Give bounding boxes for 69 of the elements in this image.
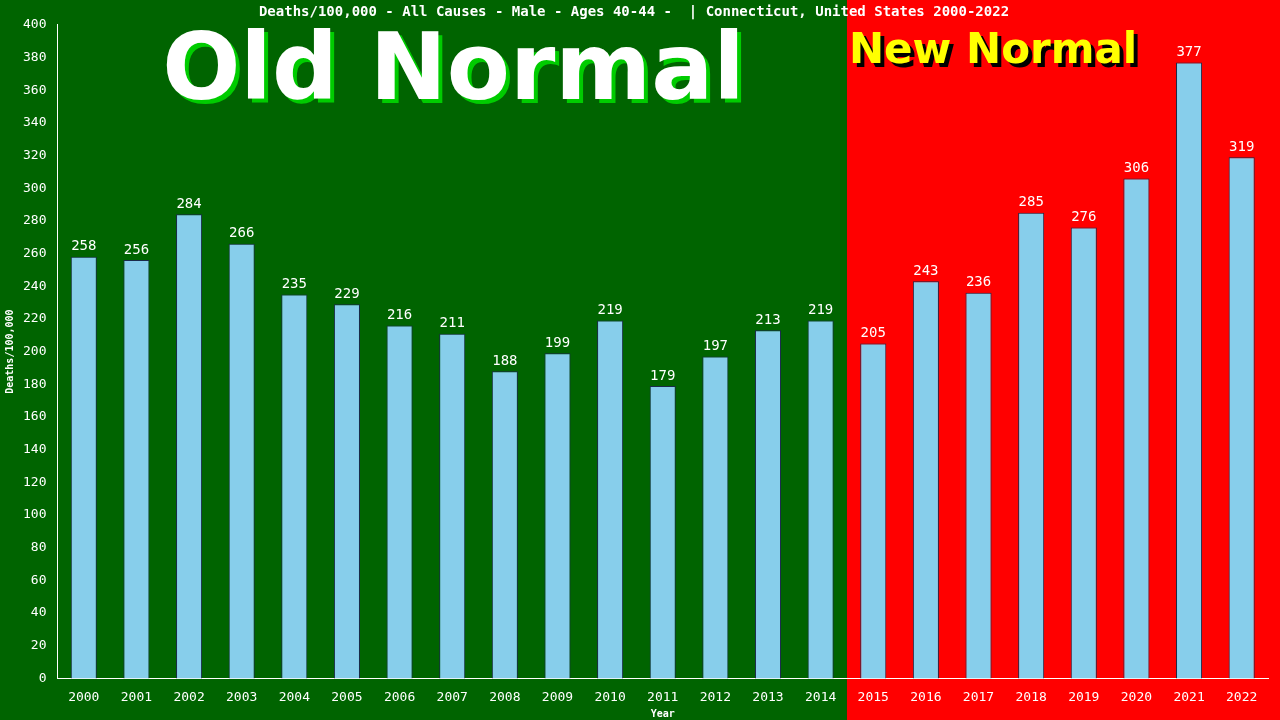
y-tick-label: 80 [30, 539, 47, 555]
data-label: 199 [544, 333, 571, 350]
y-tick-label: 0 [38, 669, 47, 685]
y-tick-label: 160 [23, 408, 47, 424]
x-tick-label: 2006 [383, 688, 416, 704]
x-tick-label: 2014 [804, 688, 837, 704]
x-tick-label: 2018 [1015, 688, 1047, 704]
data-label: 377 [1176, 43, 1202, 60]
y-tick-label: 300 [23, 179, 47, 195]
data-label: 236 [965, 273, 992, 290]
x-tick-label: 2005 [331, 688, 363, 704]
data-label: 205 [860, 324, 886, 341]
data-label: 243 [913, 261, 939, 278]
data-label: 219 [807, 301, 834, 318]
y-tick-label: 180 [23, 375, 47, 391]
y-tick-label: 200 [23, 342, 47, 358]
x-tick-label: 2015 [857, 688, 889, 704]
y-tick-label: 60 [30, 571, 47, 587]
y-tick-label: 260 [23, 244, 47, 260]
x-tick-label: 2021 [1173, 688, 1205, 704]
y-tick-label: 360 [23, 81, 47, 97]
data-label: 211 [439, 314, 465, 331]
data-label: 216 [386, 306, 413, 323]
y-tick-label: 380 [23, 48, 47, 64]
y-tick-label: 280 [23, 212, 47, 228]
x-tick-label: 2003 [226, 688, 258, 704]
y-tick-label: 320 [23, 146, 47, 162]
x-tick-label: 2017 [962, 688, 995, 704]
x-tick-label: 2008 [489, 688, 521, 704]
data-label: 179 [650, 366, 676, 383]
y-tick-label: 400 [23, 16, 47, 32]
data-label: 306 [1123, 159, 1150, 176]
y-tick-label: 20 [30, 637, 47, 653]
x-tick-label: 2000 [68, 688, 100, 704]
y-tick-label: 140 [23, 441, 47, 457]
x-tick-label: 2004 [278, 688, 311, 704]
y-tick-label: 100 [23, 506, 47, 522]
x-tick-label: 2019 [1068, 688, 1100, 704]
data-label: 258 [71, 237, 97, 254]
data-label: 276 [1071, 208, 1097, 225]
data-label: 284 [176, 194, 202, 211]
y-tick-label: 40 [30, 604, 47, 620]
x-tick-label: 2011 [647, 688, 679, 704]
data-label: 256 [123, 240, 150, 257]
x-tick-label: 2007 [436, 688, 468, 704]
data-label: 197 [702, 337, 729, 354]
x-tick-label: 2010 [594, 688, 626, 704]
y-axis-title: Deaths/100,000 [3, 309, 15, 394]
data-label: 219 [597, 301, 623, 318]
y-tick-label: 340 [23, 114, 47, 130]
data-label: 319 [1229, 137, 1255, 154]
x-axis-title: Year [650, 707, 675, 719]
data-label: 235 [281, 275, 307, 292]
y-tick-label: 120 [23, 473, 47, 489]
x-tick-label: 2009 [541, 688, 574, 704]
data-label: 229 [334, 284, 360, 301]
x-tick-label: 2012 [699, 688, 732, 704]
x-tick-label: 2013 [752, 688, 784, 704]
data-label: 188 [492, 351, 518, 368]
x-tick-label: 2020 [1120, 688, 1153, 704]
x-tick-label: 2002 [173, 688, 205, 704]
y-tick-label: 220 [23, 310, 47, 326]
x-tick-label: 2016 [910, 688, 942, 704]
data-label: 266 [229, 224, 255, 241]
data-label: 213 [755, 311, 781, 327]
y-tick-label: 240 [23, 277, 47, 293]
x-tick-label: 2022 [1226, 688, 1258, 704]
x-tick-label: 2001 [120, 688, 153, 704]
data-label: 285 [1018, 193, 1044, 210]
